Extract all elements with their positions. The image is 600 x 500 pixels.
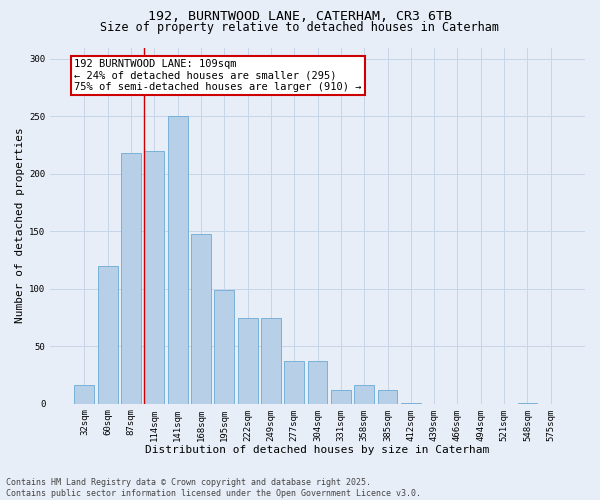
Text: 192 BURNTWOOD LANE: 109sqm
← 24% of detached houses are smaller (295)
75% of sem: 192 BURNTWOOD LANE: 109sqm ← 24% of deta…: [74, 59, 361, 92]
Text: 192, BURNTWOOD LANE, CATERHAM, CR3 6TB: 192, BURNTWOOD LANE, CATERHAM, CR3 6TB: [148, 10, 452, 23]
Bar: [168, 116, 188, 404]
Bar: [308, 361, 328, 404]
Bar: [261, 318, 281, 404]
Bar: [518, 402, 538, 404]
Bar: [284, 361, 304, 404]
Bar: [401, 402, 421, 404]
Bar: [377, 390, 397, 404]
Bar: [331, 390, 351, 404]
Y-axis label: Number of detached properties: Number of detached properties: [15, 128, 25, 324]
Bar: [74, 386, 94, 404]
Bar: [191, 234, 211, 404]
Bar: [214, 290, 234, 404]
Text: Contains HM Land Registry data © Crown copyright and database right 2025.
Contai: Contains HM Land Registry data © Crown c…: [6, 478, 421, 498]
Bar: [98, 266, 118, 404]
Text: Size of property relative to detached houses in Caterham: Size of property relative to detached ho…: [101, 21, 499, 34]
Bar: [238, 318, 257, 404]
X-axis label: Distribution of detached houses by size in Caterham: Distribution of detached houses by size …: [145, 445, 490, 455]
Bar: [121, 153, 141, 404]
Bar: [145, 151, 164, 404]
Bar: [355, 386, 374, 404]
